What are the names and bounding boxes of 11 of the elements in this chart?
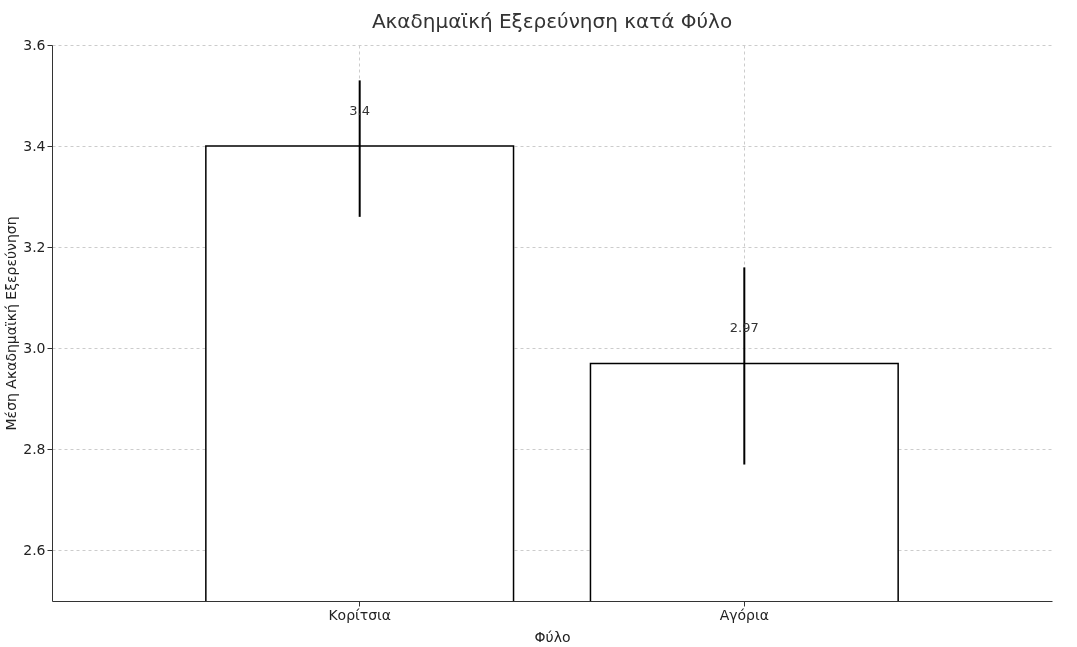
y-axis-title: Μέση Ακαδημαϊκή Εξερεύνηση [3, 216, 20, 431]
y-tick-label: 3.0 [23, 339, 46, 356]
x-axis-title: Φύλο [534, 628, 571, 645]
y-tick-label: 3.2 [23, 238, 46, 255]
y-tick-label: 2.8 [23, 440, 46, 457]
y-tick-label: 3.4 [23, 137, 46, 154]
y-tick-label: 2.6 [23, 541, 46, 558]
x-tick-label: Αγόρια [719, 606, 769, 623]
y-tick-label: 3.6 [23, 36, 46, 53]
chart-title: Ακαδημαϊκή Εξερεύνηση κατά Φύλο [371, 9, 733, 33]
x-tick-label: Κορίτσια [328, 606, 392, 623]
